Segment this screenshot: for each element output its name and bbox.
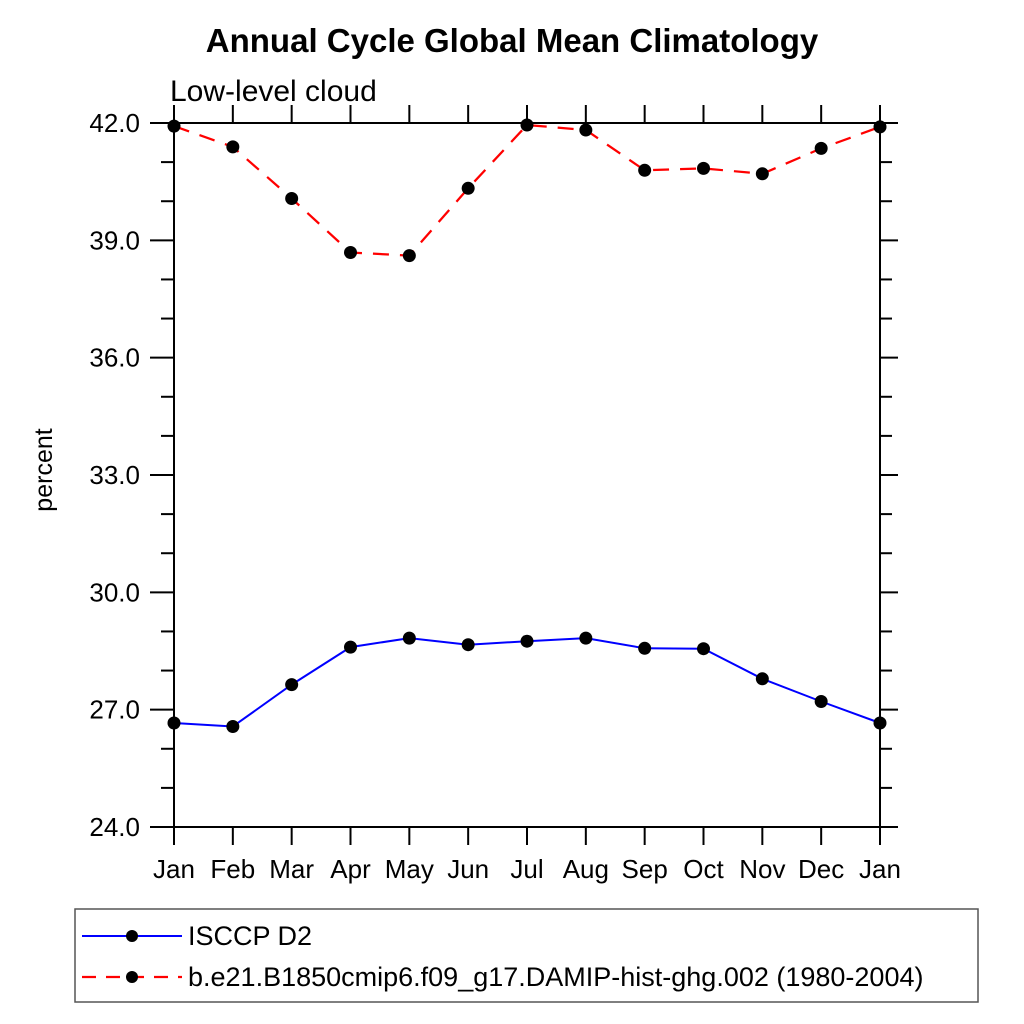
- x-tick-label: Jan: [859, 854, 901, 884]
- series-marker-1: [344, 246, 357, 259]
- x-tick-label: Dec: [798, 854, 844, 884]
- series-marker-0: [755, 672, 769, 686]
- x-tick-label: Nov: [739, 854, 785, 884]
- legend-sample-marker-0: [126, 930, 138, 942]
- series-marker-1: [226, 140, 240, 154]
- series-marker-1: [873, 120, 887, 134]
- x-tick-label: Jun: [447, 854, 489, 884]
- series-marker-1: [402, 249, 416, 263]
- axis-ticks: [150, 105, 898, 845]
- y-axis-title: percent: [30, 428, 58, 511]
- y-tick-label: 39.0: [89, 225, 140, 255]
- series-marker-1: [755, 167, 769, 181]
- x-tick-label: Aug: [563, 854, 609, 884]
- x-tick-label: May: [385, 854, 434, 884]
- legend-label-0: ISCCP D2: [188, 921, 312, 951]
- series-marker-1: [461, 181, 475, 195]
- series-marker-1: [285, 192, 299, 205]
- series-marker-1: [167, 119, 181, 133]
- y-tick-label: 33.0: [89, 460, 140, 490]
- chart-title: Annual Cycle Global Mean Climatology: [206, 22, 819, 59]
- x-tick-labels: Jan Feb Mar Apr May Jun Jul Aug Sep Oct Nov Dec Jan: [153, 854, 901, 884]
- series-layer: [167, 118, 887, 733]
- series-marker-0: [285, 678, 299, 692]
- y-tick-label: 27.0: [89, 695, 140, 725]
- y-tick-label: 24.0: [89, 812, 140, 842]
- x-tick-label: Jul: [510, 854, 543, 884]
- series-marker-0: [402, 631, 416, 645]
- x-tick-label: Jan: [153, 854, 195, 884]
- legend-label-1: b.e21.B1850cmip6.f09_g17.DAMIP-hist-ghg.…: [188, 962, 923, 992]
- series-marker-1: [697, 161, 710, 175]
- x-tick-label: Sep: [622, 854, 668, 884]
- series-marker-1: [520, 118, 534, 132]
- series-line-0: [173, 637, 881, 728]
- plot-frame: [173, 122, 881, 828]
- series-marker-0: [814, 695, 828, 708]
- series-marker-0: [697, 642, 710, 656]
- y-tick-label: 36.0: [89, 343, 140, 373]
- series-marker-1: [579, 123, 593, 137]
- series-marker-0: [638, 641, 652, 655]
- x-tick-label: Oct: [683, 854, 724, 884]
- x-tick-label: Feb: [210, 854, 255, 884]
- x-tick-label: Apr: [330, 854, 371, 884]
- legend-sample-marker-1: [126, 971, 138, 983]
- series-marker-0: [520, 634, 534, 648]
- x-tick-label: Mar: [269, 854, 314, 884]
- series-marker-0: [226, 720, 240, 733]
- legend-box: [74, 908, 979, 1003]
- y-tick-label: 30.0: [89, 577, 140, 607]
- series-marker-1: [814, 141, 828, 155]
- y-tick-label: 42.0: [89, 108, 140, 138]
- chart-subtitle: Low-level cloud: [170, 75, 377, 108]
- y-tick-labels: 24.0 27.0 30.0 33.0 36.0 39.0 42.0: [89, 108, 140, 842]
- series-marker-0: [461, 638, 475, 652]
- series-marker-0: [344, 640, 357, 654]
- legend: ISCCP D2 b.e21.B1850cmip6.f09_g17.DAMIP-h…: [74, 908, 979, 1003]
- series-marker-1: [638, 163, 652, 177]
- series-line-1: [173, 123, 881, 257]
- series-marker-0: [167, 716, 181, 730]
- plot-border: [173, 122, 881, 828]
- series-marker-0: [873, 716, 887, 730]
- series-marker-0: [579, 631, 593, 645]
